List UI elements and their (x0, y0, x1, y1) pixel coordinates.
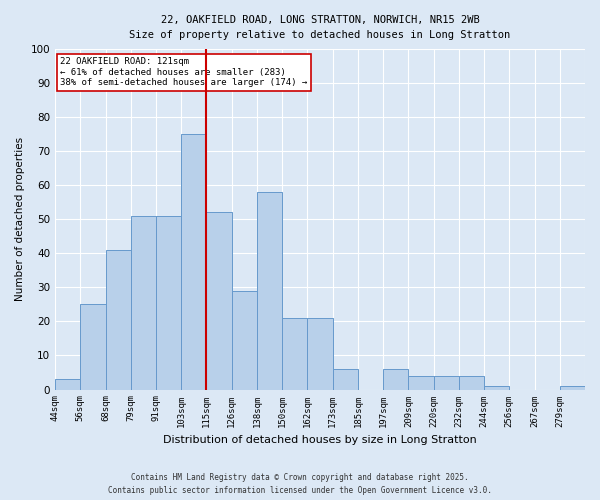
Bar (484, 386, 509, 390)
Bar (409, 376, 434, 390)
Text: 22 OAKFIELD ROAD: 121sqm
← 61% of detached houses are smaller (283)
38% of semi-: 22 OAKFIELD ROAD: 121sqm ← 61% of detach… (61, 58, 308, 87)
Bar (232, 291, 257, 390)
Bar (332, 369, 358, 390)
Text: Contains HM Land Registry data © Crown copyright and database right 2025.
Contai: Contains HM Land Registry data © Crown c… (108, 474, 492, 495)
Bar (131, 216, 156, 390)
Bar (459, 376, 484, 390)
Bar (106, 250, 131, 390)
Bar (181, 134, 206, 390)
X-axis label: Distribution of detached houses by size in Long Stratton: Distribution of detached houses by size … (163, 435, 477, 445)
Bar (282, 318, 307, 390)
Y-axis label: Number of detached properties: Number of detached properties (15, 137, 25, 302)
Bar (206, 212, 232, 390)
Bar (156, 216, 181, 390)
Bar (560, 386, 585, 390)
Title: 22, OAKFIELD ROAD, LONG STRATTON, NORWICH, NR15 2WB
Size of property relative to: 22, OAKFIELD ROAD, LONG STRATTON, NORWIC… (130, 15, 511, 40)
Bar (257, 192, 282, 390)
Bar (434, 376, 459, 390)
Bar (307, 318, 332, 390)
Bar (80, 304, 106, 390)
Bar (55, 380, 80, 390)
Bar (383, 369, 409, 390)
